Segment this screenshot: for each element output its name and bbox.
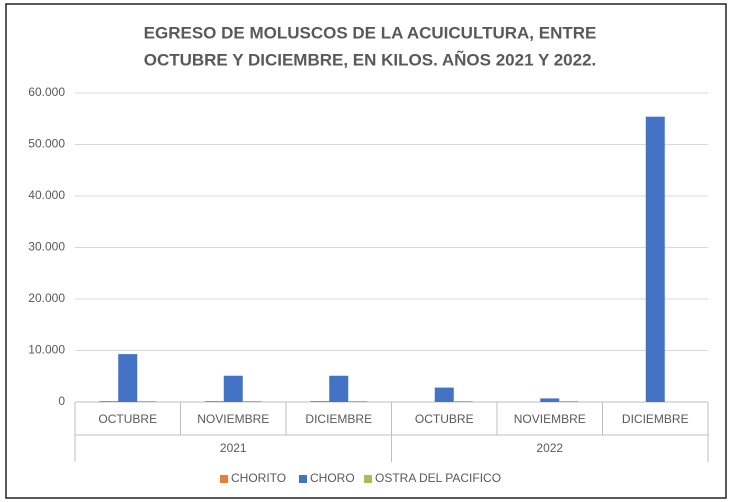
legend-swatch bbox=[220, 475, 228, 483]
bar bbox=[310, 400, 330, 402]
bar bbox=[348, 400, 368, 402]
legend-label: CHORITO bbox=[231, 471, 286, 485]
y-tick-label: 40.000 bbox=[28, 188, 65, 202]
bar bbox=[242, 400, 262, 402]
y-tick-label: 60.000 bbox=[28, 85, 65, 99]
bar bbox=[453, 400, 473, 402]
bar bbox=[118, 354, 138, 402]
x-tick-label: OCTUBRE bbox=[98, 412, 157, 426]
bar bbox=[99, 400, 119, 402]
legend-label: CHORO bbox=[310, 471, 355, 485]
bar bbox=[329, 375, 349, 402]
x-tick-label: NOVIEMBRE bbox=[197, 412, 269, 426]
y-tick-label: 50.000 bbox=[28, 137, 65, 151]
legend-swatch bbox=[364, 475, 372, 483]
chart-title: EGRESO DE MOLUSCOS DE LA ACUICULTURA, EN… bbox=[144, 23, 597, 42]
bar bbox=[223, 375, 243, 402]
x-tick-label: DICIEMBRE bbox=[622, 412, 689, 426]
bar bbox=[645, 116, 665, 402]
chart-frame bbox=[5, 3, 727, 499]
group-label: 2021 bbox=[220, 441, 247, 455]
y-tick-label: 0 bbox=[58, 394, 65, 408]
legend-label: OSTRA DEL PACIFICO bbox=[375, 471, 501, 485]
bar bbox=[540, 398, 560, 402]
x-tick-label: OCTUBRE bbox=[415, 412, 474, 426]
chart-title: OCTUBRE Y DICIEMBRE, EN KILOS. AÑOS 2021… bbox=[144, 49, 597, 69]
y-tick-label: 20.000 bbox=[28, 291, 65, 305]
bar bbox=[137, 400, 157, 402]
y-tick-label: 30.000 bbox=[28, 240, 65, 254]
legend-swatch bbox=[299, 475, 307, 483]
x-tick-label: NOVIEMBRE bbox=[514, 412, 586, 426]
bar bbox=[434, 387, 454, 402]
bar bbox=[204, 400, 224, 402]
group-label: 2022 bbox=[536, 441, 563, 455]
y-tick-label: 10.000 bbox=[28, 343, 65, 357]
x-tick-label: DICIEMBRE bbox=[305, 412, 372, 426]
bar bbox=[559, 400, 579, 402]
